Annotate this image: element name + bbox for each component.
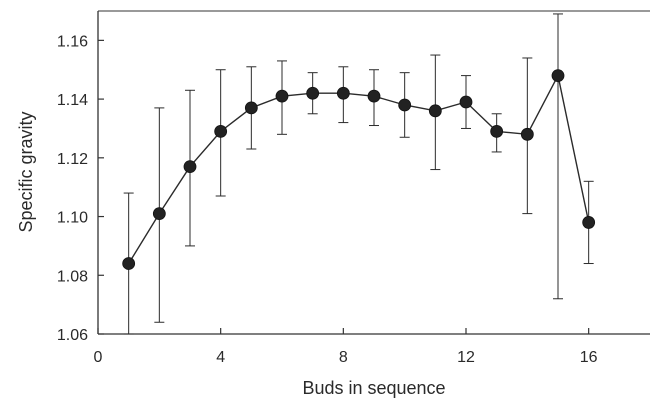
y-tick-label: 1.06 xyxy=(57,327,88,344)
error-bars xyxy=(123,13,594,335)
x-tick-label: 12 xyxy=(457,349,475,366)
y-tick-label: 1.08 xyxy=(57,268,88,285)
y-tick-label: 1.14 xyxy=(57,92,88,109)
x-axis-ticks: 0 4 8 12 16 xyxy=(94,328,598,366)
data-point xyxy=(398,98,412,112)
data-point xyxy=(367,89,381,103)
data-point xyxy=(459,95,473,109)
data-point xyxy=(275,89,289,103)
y-axis-title: Specific gravity xyxy=(16,111,36,232)
data-point xyxy=(152,207,166,221)
x-tick-label: 4 xyxy=(216,349,225,366)
chart-axes xyxy=(97,10,650,335)
data-point xyxy=(336,86,350,100)
y-tick-label: 1.16 xyxy=(57,33,88,50)
data-point xyxy=(306,86,320,100)
data-point xyxy=(183,160,197,174)
data-point xyxy=(244,101,258,115)
y-axis-ticks: 1.06 1.08 1.10 1.12 1.14 1.16 xyxy=(57,33,104,344)
x-axis-title: Buds in sequence xyxy=(302,378,445,398)
x-tick-label: 16 xyxy=(580,349,598,366)
series-line xyxy=(128,73,590,264)
data-series xyxy=(122,69,596,270)
data-point xyxy=(551,69,565,82)
y-tick-label: 1.10 xyxy=(57,210,88,227)
x-tick-label: 0 xyxy=(94,349,103,366)
data-point xyxy=(214,124,228,138)
data-point xyxy=(490,124,504,138)
data-point xyxy=(122,257,136,270)
y-tick-label: 1.12 xyxy=(57,151,88,168)
x-tick-label: 8 xyxy=(339,349,348,366)
data-point xyxy=(582,216,596,229)
data-point xyxy=(520,127,534,141)
data-point xyxy=(428,104,442,118)
